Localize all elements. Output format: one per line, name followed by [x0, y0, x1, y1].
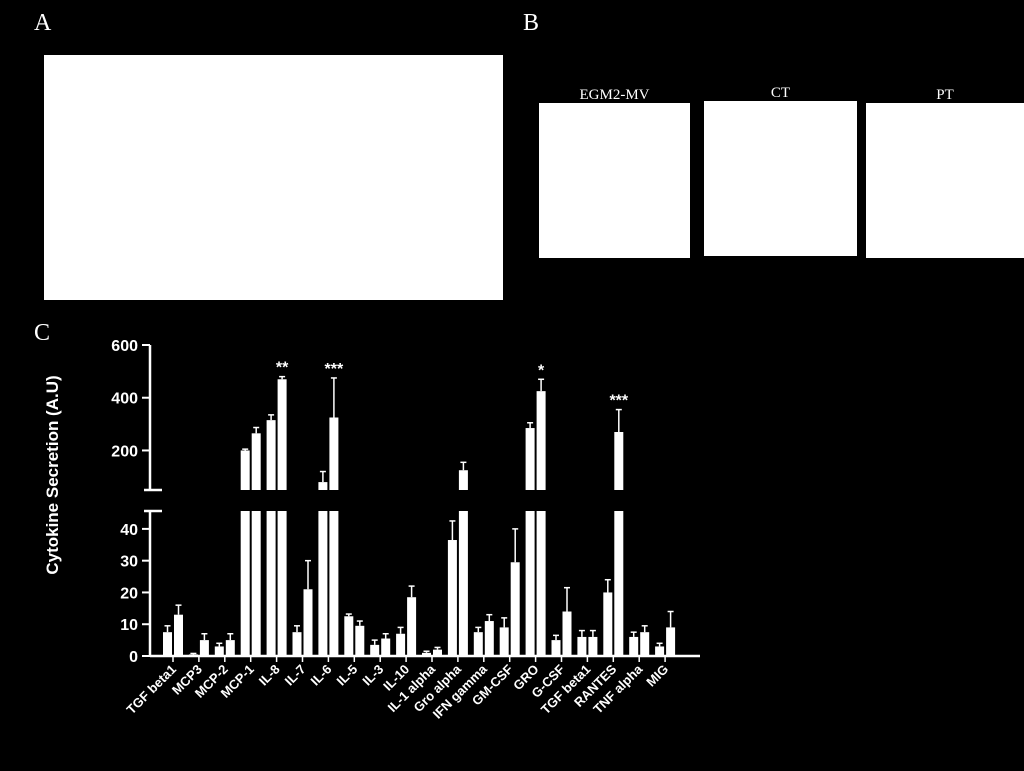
- bar-lower-part: [329, 511, 339, 656]
- bar-lower-part: [240, 511, 250, 656]
- bar-upper-part: [614, 432, 624, 490]
- chart-x-labels: TGF beta1MCP3MCP-2MCP-1IL-8IL-7IL-6IL-5I…: [124, 661, 672, 722]
- y-tick-label-upper: 200: [111, 443, 138, 460]
- x-tick-label: IL-6: [308, 662, 335, 689]
- bar: [433, 649, 442, 656]
- bar-upper-part: [318, 482, 328, 490]
- bar-upper-part: [277, 379, 287, 490]
- bar-lower-part: [614, 511, 624, 656]
- x-tick-label: IL-8: [256, 662, 283, 689]
- x-tick-label: IL-5: [333, 662, 360, 689]
- bar: [396, 633, 406, 656]
- panel-b-label-egm2mv: EGM2-MV: [579, 87, 650, 103]
- y-tick-label-lower: 0: [129, 649, 138, 666]
- bar: [655, 646, 665, 656]
- bar-upper-part: [525, 428, 535, 490]
- chart-bars: [163, 379, 676, 656]
- bar-upper-part: [458, 470, 468, 490]
- y-axis-label: Cytokine Secretion (A.U): [43, 375, 62, 574]
- y-tick-label-upper: 600: [111, 338, 138, 355]
- bar: [303, 589, 313, 656]
- bar-upper-part: [266, 420, 276, 490]
- bar: [551, 640, 561, 656]
- bar: [214, 646, 224, 656]
- y-tick-label-lower: 40: [120, 522, 138, 539]
- bar-upper-part: [240, 450, 250, 490]
- bar-upper-part: [536, 391, 546, 490]
- bar: [447, 540, 457, 656]
- bar-lower-part: [266, 511, 276, 656]
- bar: [577, 636, 587, 656]
- significance-marker: ***: [325, 361, 344, 378]
- significance-marker: ***: [609, 393, 628, 410]
- bar: [199, 640, 209, 656]
- y-tick-label-lower: 30: [120, 554, 138, 571]
- panel-b-image-egm2mv: [539, 103, 690, 258]
- bar: [370, 644, 380, 656]
- bar-upper-part: [329, 417, 339, 490]
- bar: [629, 636, 639, 656]
- panel-b-label-pt: PT: [936, 87, 954, 103]
- panel-b-letter: B: [523, 10, 540, 36]
- bar-lower-part: [525, 511, 535, 656]
- panel-c-letter: C: [34, 320, 51, 346]
- bar-lower-part: [536, 511, 546, 656]
- panel-a-letter: A: [34, 10, 52, 36]
- chart-error-bars: [164, 375, 674, 655]
- bar: [588, 636, 598, 656]
- bar: [422, 652, 431, 656]
- panel-b-image-ct: [704, 101, 857, 256]
- bar: [484, 621, 494, 656]
- x-tick-label: MIG: [643, 662, 671, 690]
- panel-b-label-ct: CT: [770, 85, 791, 101]
- chart-ticks: 200 400 600 0 10 20 30 40: [111, 338, 666, 666]
- panel-b-image-pt: [866, 103, 1024, 258]
- bar: [407, 597, 417, 656]
- significance-marker: *: [538, 362, 545, 379]
- bar: [510, 562, 520, 656]
- y-tick-label-lower: 20: [120, 585, 138, 602]
- x-tick-label: IL-7: [282, 662, 309, 689]
- bar: [603, 592, 613, 656]
- bar-lower-part: [251, 511, 261, 656]
- bar: [640, 632, 650, 656]
- bar: [174, 614, 183, 656]
- bar: [562, 611, 572, 656]
- bar: [292, 632, 302, 656]
- bar-lower-part: [458, 511, 468, 656]
- bar: [344, 616, 354, 656]
- bar: [188, 654, 198, 656]
- bar-lower-part: [277, 511, 287, 656]
- bar: [666, 627, 676, 656]
- bar: [163, 632, 172, 656]
- bar-lower-part: [318, 511, 328, 656]
- bar: [499, 627, 509, 656]
- y-tick-label-upper: 400: [111, 391, 138, 408]
- bar: [473, 632, 483, 656]
- cytokine-bar-chart: 200 400 600 0 10 20 30 40 TGF beta1MCP3MCP-2MCP…: [43, 338, 700, 722]
- bar: [225, 640, 235, 656]
- bar-upper-part: [251, 433, 261, 490]
- panel-a-image: [44, 55, 503, 300]
- significance-marker: **: [276, 360, 289, 377]
- bar: [355, 625, 365, 656]
- chart-annotations: ** *** ****: [276, 360, 629, 410]
- bar: [381, 638, 391, 656]
- y-tick-label-lower: 10: [120, 617, 138, 634]
